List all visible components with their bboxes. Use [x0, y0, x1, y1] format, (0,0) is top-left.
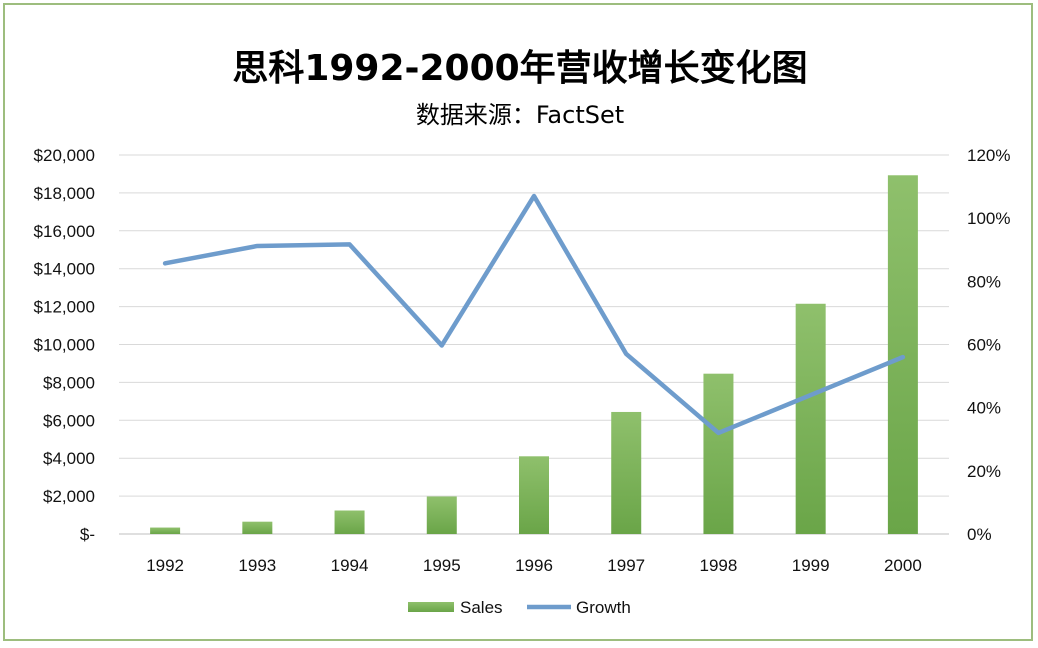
- x-tick-label: 2000: [884, 556, 922, 575]
- chart-subtitle: 数据来源：FactSet: [415, 101, 625, 129]
- left-tick-label: $16,000: [34, 222, 95, 241]
- legend-label-growth: Growth: [576, 598, 631, 617]
- right-tick-label: 60%: [967, 336, 1001, 355]
- chart-title: 思科1992-2000年营收增长变化图: [232, 48, 808, 89]
- x-tick-label: 1993: [238, 556, 276, 575]
- sales-bar: [150, 527, 181, 534]
- sales-bars: [150, 175, 918, 535]
- left-tick-label: $10,000: [34, 336, 95, 355]
- sales-bar: [334, 510, 365, 534]
- x-axis: 1992 1993 1994 1995 1996 1997 1998 1999 2000: [146, 556, 922, 575]
- right-tick-label: 120%: [967, 146, 1010, 165]
- x-tick-label: 1996: [515, 556, 553, 575]
- sales-bar: [703, 373, 734, 534]
- left-tick-label: $18,000: [34, 184, 95, 203]
- left-tick-label: $2,000: [43, 487, 95, 506]
- left-tick-label: $4,000: [43, 449, 95, 468]
- left-tick-label: $6,000: [43, 411, 95, 430]
- legend: Sales Growth: [408, 598, 631, 617]
- left-axis: $- $2,000 $4,000 $6,000 $8,000 $10,000 $12,000…: [34, 146, 95, 544]
- right-tick-label: 40%: [967, 399, 1001, 418]
- sales-bar: [611, 411, 642, 534]
- left-tick-label: $20,000: [34, 146, 95, 165]
- combo-chart: $- $2,000 $4,000 $6,000 $8,000 $10,000 $12,000…: [34, 146, 1011, 617]
- x-tick-label: 1999: [792, 556, 830, 575]
- sales-bar: [242, 521, 273, 534]
- x-tick-label: 1995: [423, 556, 461, 575]
- x-tick-label: 1992: [146, 556, 184, 575]
- left-tick-label: $12,000: [34, 298, 95, 317]
- growth-line: [162, 193, 906, 436]
- right-axis: 0% 20% 40% 60% 80% 100% 120%: [967, 146, 1010, 544]
- legend-swatch-sales: [408, 602, 454, 612]
- right-tick-label: 100%: [967, 209, 1010, 228]
- left-tick-label: $8,000: [43, 373, 95, 392]
- right-tick-label: 0%: [967, 525, 992, 544]
- sales-bar: [426, 496, 457, 534]
- legend-label-sales: Sales: [460, 598, 503, 617]
- x-tick-label: 1994: [331, 556, 369, 575]
- chart-frame: 思科1992-2000年营收增长变化图 数据来源：FactSet $- $2,00…: [3, 3, 1033, 641]
- x-tick-label: 1998: [700, 556, 738, 575]
- left-tick-label: $14,000: [34, 260, 95, 279]
- sales-bar: [519, 456, 549, 534]
- left-tick-label: $-: [80, 525, 95, 544]
- sales-bar: [795, 303, 826, 534]
- right-tick-label: 80%: [967, 272, 1001, 291]
- sales-bar: [887, 175, 918, 535]
- right-tick-label: 20%: [967, 462, 1001, 481]
- x-tick-label: 1997: [607, 556, 645, 575]
- growth-line-group: [162, 193, 906, 436]
